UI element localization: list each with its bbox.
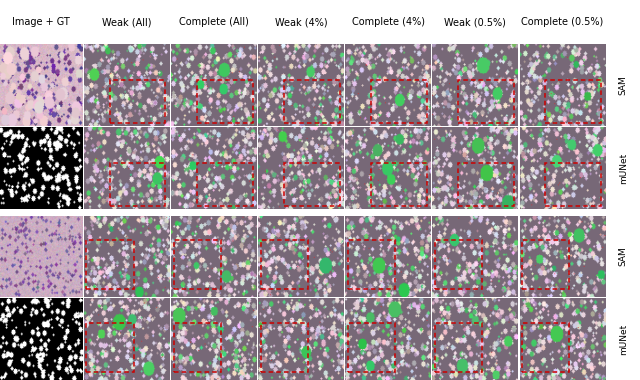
Text: Weak (4%): Weak (4%) — [275, 17, 328, 27]
Text: Complete (4%): Complete (4%) — [352, 17, 425, 27]
Bar — [196, 163, 253, 206]
Bar — [284, 163, 340, 206]
Text: Weak (All): Weak (All) — [102, 17, 152, 27]
Text: Image + GT: Image + GT — [12, 17, 70, 27]
Bar — [522, 323, 570, 372]
Bar — [458, 81, 514, 123]
Bar — [348, 323, 395, 372]
Bar — [260, 323, 308, 372]
Bar — [435, 240, 482, 289]
Bar — [196, 81, 253, 123]
Bar — [348, 240, 395, 289]
Text: SAM: SAM — [619, 247, 628, 266]
Bar — [109, 81, 165, 123]
Bar — [545, 163, 601, 206]
Text: Complete (0.5%): Complete (0.5%) — [522, 17, 604, 27]
Bar — [435, 323, 482, 372]
Bar — [260, 240, 308, 289]
Bar — [109, 163, 165, 206]
Bar — [86, 323, 134, 372]
Bar — [173, 323, 221, 372]
Bar — [173, 240, 221, 289]
Bar — [284, 81, 340, 123]
Bar — [86, 240, 134, 289]
Bar — [458, 163, 514, 206]
Bar — [371, 163, 427, 206]
Bar — [522, 240, 570, 289]
Text: mUNet: mUNet — [619, 152, 628, 184]
Text: Weak (0.5%): Weak (0.5%) — [444, 17, 506, 27]
Bar — [371, 81, 427, 123]
Text: mUNet: mUNet — [619, 323, 628, 355]
Bar — [545, 81, 601, 123]
Text: Complete (All): Complete (All) — [179, 17, 249, 27]
Text: SAM: SAM — [619, 76, 628, 95]
